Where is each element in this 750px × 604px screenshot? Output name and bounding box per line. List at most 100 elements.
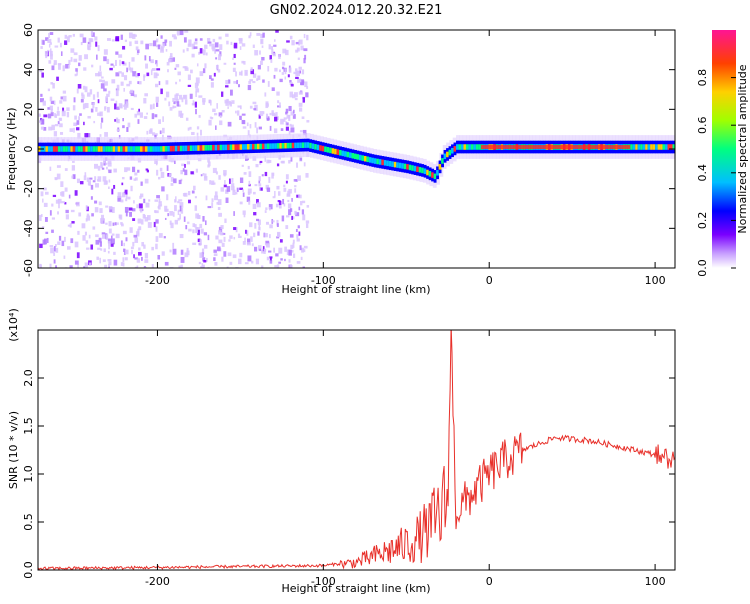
noise-speck — [180, 264, 183, 268]
noise-speck — [289, 82, 293, 85]
noise-speck — [76, 88, 79, 94]
ridge-core — [281, 143, 285, 149]
noise-speck — [211, 202, 214, 209]
noise-speck — [57, 121, 60, 125]
noise-speck — [40, 214, 43, 217]
ridge-core — [239, 144, 243, 150]
ridge-core — [50, 146, 54, 152]
noise-speck — [69, 265, 73, 268]
noise-speck — [53, 246, 56, 252]
noise-speck — [277, 105, 281, 108]
noise-speck — [64, 202, 67, 205]
noise-speck — [67, 224, 71, 227]
noise-speck — [248, 171, 252, 177]
noise-speck — [148, 199, 151, 202]
noise-speck — [72, 33, 75, 37]
noise-speck — [268, 234, 271, 239]
noise-speck — [90, 184, 94, 190]
noise-speck — [137, 81, 140, 84]
noise-speck — [84, 231, 87, 236]
noise-speck — [268, 44, 271, 50]
noise-speck — [123, 103, 127, 110]
noise-speck — [85, 205, 88, 210]
noise-speck — [151, 246, 154, 251]
noise-speck — [218, 175, 221, 180]
noise-speck — [214, 261, 218, 266]
noise-speck — [149, 42, 153, 47]
noise-speck — [155, 60, 158, 65]
spectrogram-marks — [38, 30, 675, 268]
noise-speck — [202, 97, 206, 103]
noise-speck — [129, 89, 134, 94]
noise-speck — [195, 88, 200, 93]
noise-speck — [134, 257, 139, 260]
noise-speck — [260, 60, 263, 65]
noise-speck — [90, 196, 93, 200]
noise-speck — [268, 204, 273, 210]
noise-speck — [96, 256, 99, 260]
ridge-core — [358, 154, 362, 161]
noise-speck — [229, 89, 233, 96]
noise-speck — [107, 158, 112, 164]
noise-speck — [302, 97, 306, 103]
ridge-core — [672, 144, 675, 150]
noise-speck — [297, 175, 301, 181]
noise-speck — [129, 176, 133, 180]
ridge-core — [433, 173, 437, 180]
noise-speck — [138, 226, 142, 231]
noise-speck — [92, 226, 96, 230]
noise-speck — [144, 252, 149, 259]
noise-speck — [296, 162, 298, 168]
noise-speck — [136, 49, 140, 54]
ridge-core — [62, 146, 66, 152]
noise-speck — [257, 64, 261, 70]
noise-speck — [219, 51, 222, 57]
ridge-core — [169, 145, 173, 152]
noise-speck — [242, 210, 246, 215]
noise-speck — [106, 166, 108, 170]
noise-speck — [294, 97, 298, 101]
noise-speck — [104, 107, 106, 111]
noise-speck — [47, 113, 52, 119]
noise-speck — [229, 101, 232, 107]
colorbar-tick-label: 0.4 — [696, 164, 709, 182]
noise-speck — [70, 238, 74, 244]
noise-speck — [164, 39, 168, 43]
noise-speck — [102, 259, 106, 262]
noise-speck — [254, 122, 257, 128]
noise-speck — [301, 209, 305, 215]
noise-speck — [71, 221, 75, 224]
ridge-core — [100, 146, 104, 152]
noise-speck — [193, 185, 196, 191]
noise-speck — [265, 184, 269, 189]
noise-speck — [191, 190, 195, 194]
noise-speck — [157, 206, 160, 209]
noise-speck — [155, 83, 159, 88]
noise-speck — [139, 112, 143, 118]
noise-speck — [141, 219, 144, 225]
noise-speck — [172, 242, 175, 249]
ridge-core — [217, 144, 221, 151]
noise-speck — [291, 198, 293, 202]
noise-speck — [215, 171, 218, 175]
noise-speck — [108, 246, 110, 250]
noise-speck — [193, 46, 198, 49]
noise-speck — [304, 81, 308, 88]
noise-speck — [105, 222, 108, 225]
ridge-core — [393, 161, 397, 168]
noise-speck — [269, 224, 273, 229]
noise-speck — [261, 265, 264, 268]
noise-speck — [178, 179, 182, 185]
ridge-core — [650, 144, 654, 150]
noise-speck — [64, 40, 68, 45]
noise-speck — [190, 69, 193, 74]
noise-speck — [273, 113, 276, 117]
noise-speck — [101, 232, 106, 235]
x-tick-label: 0 — [486, 575, 493, 588]
noise-speck — [60, 96, 63, 100]
noise-speck — [51, 124, 55, 131]
noise-speck — [88, 234, 91, 239]
noise-speck — [280, 128, 284, 131]
ridge-core — [366, 156, 370, 163]
